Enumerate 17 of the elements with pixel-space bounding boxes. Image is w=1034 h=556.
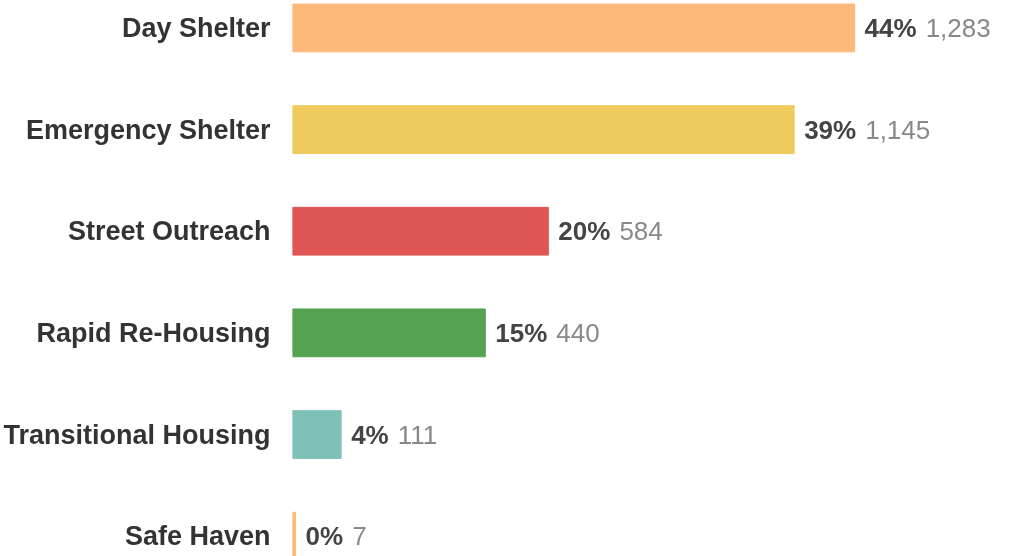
data-label: 20% 584 — [558, 216, 663, 247]
y-tick-label: Safe Haven — [124, 521, 271, 552]
data-label: 44% 1,283 — [864, 12, 991, 43]
y-tick-label: Street Outreach — [67, 216, 271, 247]
y-tick-label: Day Shelter — [121, 12, 271, 43]
bar — [292, 3, 856, 53]
bar — [292, 308, 486, 358]
data-label: 15% 440 — [495, 317, 600, 348]
bar — [292, 206, 549, 256]
data-label: 39% 1,145 — [804, 114, 931, 145]
y-tick-label: Transitional Housing — [3, 419, 271, 450]
y-tick-label: Emergency Shelter — [25, 114, 271, 145]
bar — [292, 105, 795, 154]
data-label: 0% 7 — [305, 521, 367, 552]
y-tick-label: Rapid Re-Housing — [36, 317, 271, 348]
data-label: 4% 111 — [351, 419, 438, 450]
bar — [292, 410, 342, 459]
